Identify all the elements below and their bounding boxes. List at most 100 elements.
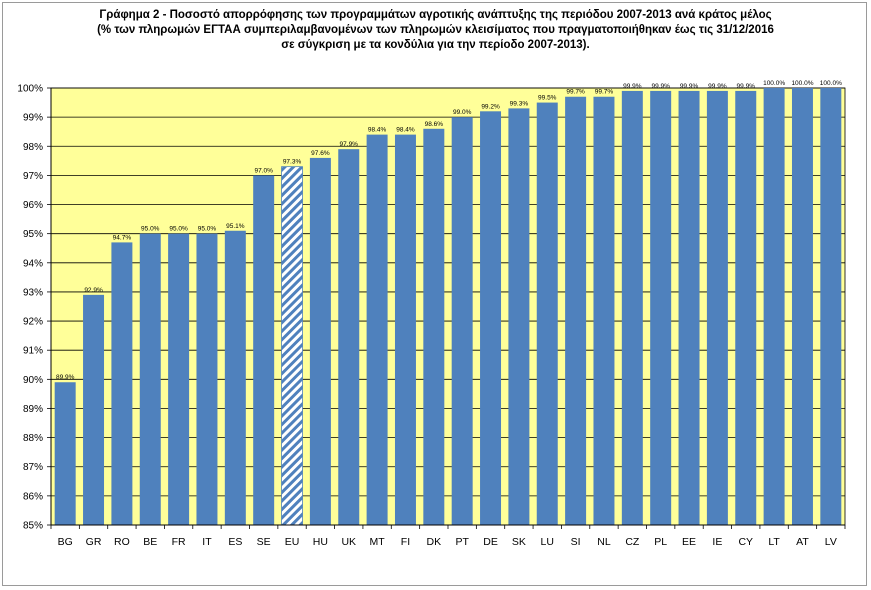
data-label: 94.7% — [113, 234, 132, 241]
x-tick-label: DE — [483, 536, 498, 548]
x-tick-label: UK — [341, 536, 356, 548]
y-tick-label: 94% — [23, 258, 43, 269]
x-tick-label: LU — [541, 536, 554, 548]
data-label: 89.9% — [56, 374, 75, 381]
data-label: 99.0% — [453, 109, 472, 116]
data-label: 99.2% — [481, 103, 500, 110]
data-label: 95.0% — [198, 226, 217, 233]
data-label: 92.9% — [84, 287, 103, 294]
x-axis: BG GR RO BE FR IT ES SE EU HU UK MT FI DK PT DE SK LU SI NL… — [50, 524, 846, 548]
x-tick-label: EE — [682, 536, 696, 548]
data-label: 98.6% — [425, 121, 444, 128]
chart-title-line-2: (% των πληρωμών ΕΓΤΑΑ συμπεριλαμβανομένω… — [97, 24, 774, 36]
bar — [451, 117, 473, 525]
x-tick-label: BE — [143, 536, 157, 548]
bar — [508, 108, 530, 525]
bars — [54, 88, 842, 526]
y-tick-label: 87% — [23, 462, 43, 473]
y-tick-label: 86% — [23, 491, 43, 502]
y-tick-label: 88% — [23, 433, 43, 444]
x-tick-label: BG — [58, 536, 73, 548]
bar — [54, 382, 76, 525]
bar — [253, 175, 275, 525]
bar — [83, 294, 105, 525]
bar — [338, 149, 360, 525]
data-label: 99.9% — [708, 83, 727, 90]
bar — [111, 242, 133, 525]
bar — [593, 96, 615, 526]
data-label: 99.9% — [623, 83, 642, 90]
y-tick-label: 92% — [23, 317, 43, 328]
x-tick-label: IT — [202, 536, 212, 548]
x-tick-label: DK — [427, 536, 442, 548]
bar — [366, 134, 388, 525]
x-tick-label: AT — [796, 536, 809, 548]
data-label: 97.3% — [283, 159, 302, 166]
data-label: 100.0% — [820, 80, 842, 87]
x-tick-label: SE — [257, 536, 271, 548]
data-label: 97.0% — [254, 167, 273, 174]
x-tick-label: PL — [654, 536, 667, 548]
data-label: 99.9% — [651, 83, 670, 90]
y-tick-label: 98% — [23, 142, 43, 153]
x-tick-label: IE — [712, 536, 722, 548]
x-tick-label: ES — [228, 536, 242, 548]
data-label: 99.9% — [737, 83, 756, 90]
x-tick-label: RO — [114, 536, 130, 548]
data-label: 100.0% — [791, 80, 813, 87]
y-tick-label: 97% — [23, 171, 43, 182]
x-tick-label: MT — [370, 536, 386, 548]
data-label: 95.0% — [141, 226, 160, 233]
y-tick-label: 89% — [23, 404, 43, 415]
data-label: 99.7% — [566, 89, 585, 96]
x-tick-label: SI — [571, 536, 581, 548]
data-labels: 89.9% 92.9% 94.7% 95.0% 95.0% 95.0% 95.1% 97.0%… — [56, 80, 842, 381]
data-label: 97.9% — [340, 141, 359, 148]
data-label: 97.6% — [311, 150, 330, 157]
bar — [735, 90, 757, 525]
x-tick-label: PT — [455, 536, 469, 548]
bar — [196, 233, 218, 525]
y-tick-label: 93% — [23, 287, 43, 298]
bar — [565, 96, 587, 526]
x-tick-label: GR — [86, 536, 102, 548]
y-tick-label: 85% — [23, 521, 43, 532]
data-label: 98.4% — [368, 127, 387, 134]
data-label: 99.7% — [595, 89, 614, 96]
chart-title-line-3: σε σύγκριση με τα κονδύλια για την περίο… — [281, 39, 590, 51]
data-label: 99.9% — [680, 83, 699, 90]
data-label: 99.5% — [538, 95, 557, 102]
x-tick-label: LT — [768, 536, 780, 548]
y-tick-label: 100% — [17, 84, 43, 95]
x-tick-label: CZ — [625, 536, 640, 548]
bar — [621, 90, 643, 525]
bar — [139, 233, 161, 525]
bar — [224, 230, 246, 525]
data-label: 99.3% — [510, 100, 529, 107]
bar — [168, 233, 190, 525]
x-tick-label: FI — [401, 536, 410, 548]
bar-eu-highlight — [281, 166, 303, 526]
bar — [820, 88, 842, 525]
x-tick-label: SK — [512, 536, 526, 548]
y-tick-label: 95% — [23, 229, 43, 240]
y-tick-label: 96% — [23, 200, 43, 211]
y-tick-label: 99% — [23, 113, 43, 124]
bar — [480, 111, 502, 525]
x-tick-label: FR — [172, 536, 186, 548]
bar — [309, 157, 331, 526]
bar — [423, 128, 445, 525]
bar — [536, 102, 558, 526]
data-label: 95.0% — [169, 226, 188, 233]
x-tick-label: NL — [597, 536, 611, 548]
y-tick-label: 90% — [23, 375, 43, 386]
bar — [763, 88, 785, 525]
data-label: 95.1% — [226, 223, 245, 230]
bar — [394, 134, 416, 525]
y-tick-label: 91% — [23, 346, 43, 357]
chart-title-line-1: Γράφημα 2 - Ποσοστό απορρόφησης των προγ… — [99, 9, 772, 21]
x-tick-label: HU — [313, 536, 328, 548]
data-label: 98.4% — [396, 127, 415, 134]
y-axis: 85% 86% 87% 88% 89% 90% 91% 92% 93% 94% 95% 96% 97% 9… — [17, 84, 846, 532]
